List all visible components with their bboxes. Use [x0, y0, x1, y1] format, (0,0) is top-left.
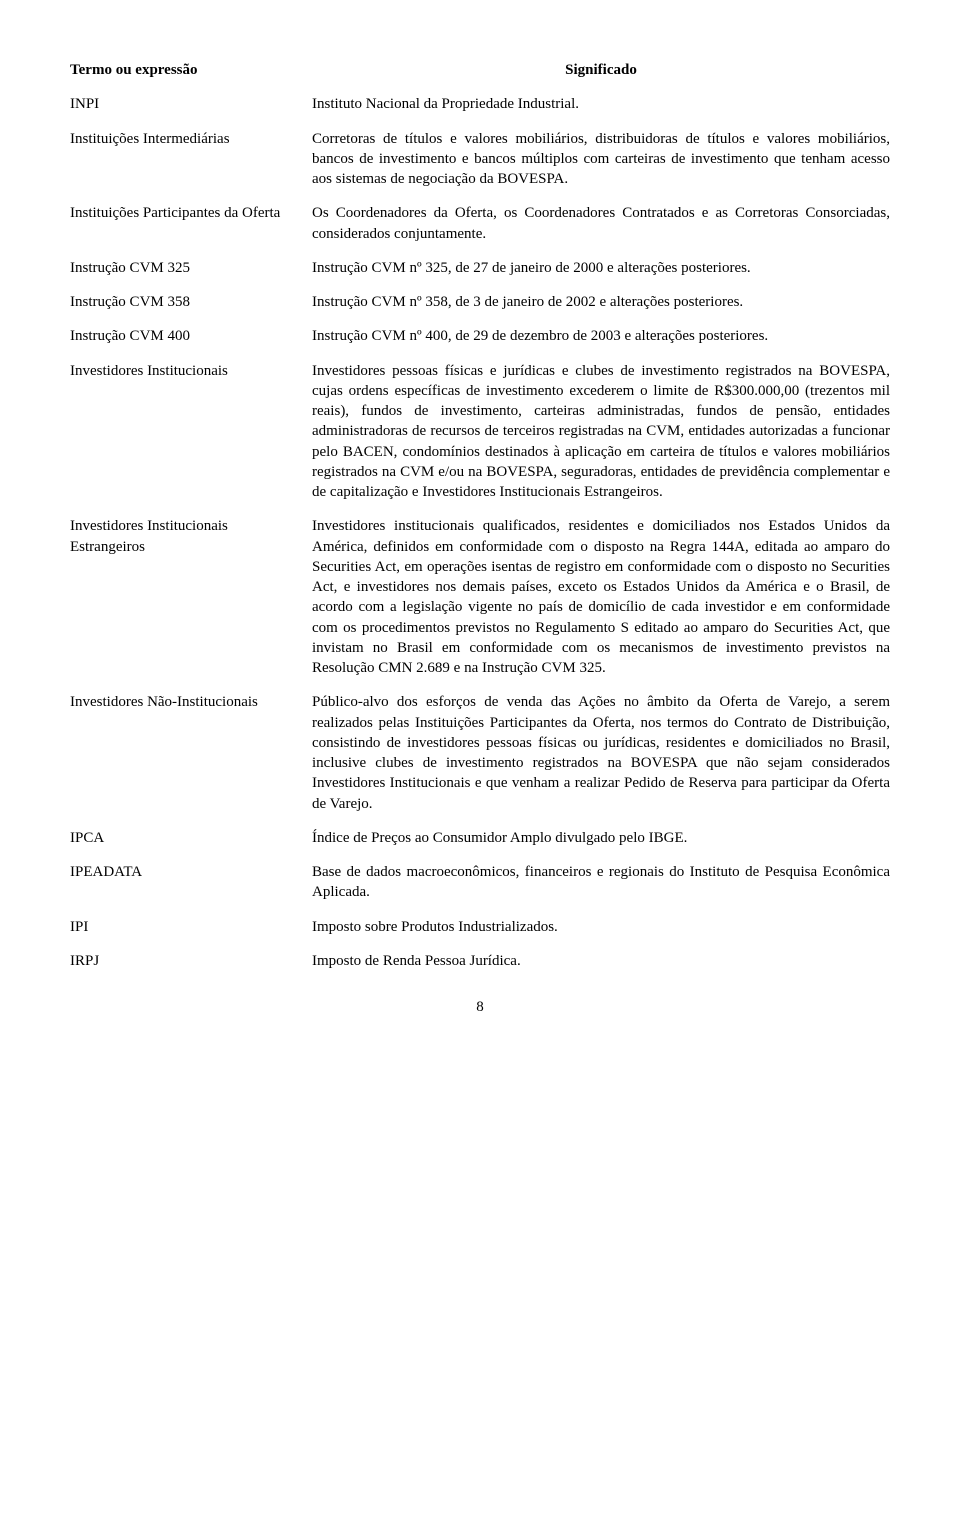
definition: Público-alvo dos esforços de venda das A…	[312, 692, 890, 814]
definition-row: Instrução CVM 358Instrução CVM nº 358, d…	[70, 292, 890, 312]
definition-row: Investidores Institucionais Estrangeiros…	[70, 516, 890, 678]
definition-row: Instrução CVM 400Instrução CVM nº 400, d…	[70, 326, 890, 346]
page-number: 8	[70, 997, 890, 1017]
definition: Os Coordenadores da Oferta, os Coordenad…	[312, 203, 890, 244]
definition: Investidores pessoas físicas e jurídicas…	[312, 361, 890, 503]
definition-row: Investidores Não-InstitucionaisPúblico-a…	[70, 692, 890, 814]
definition: Instrução CVM nº 400, de 29 de dezembro …	[312, 326, 890, 346]
definition: Instrução CVM nº 358, de 3 de janeiro de…	[312, 292, 890, 312]
definition-row: INPIInstituto Nacional da Propriedade In…	[70, 94, 890, 114]
term: INPI	[70, 94, 312, 114]
definition-row: IRPJImposto de Renda Pessoa Jurídica.	[70, 951, 890, 971]
term: IPI	[70, 917, 312, 937]
term: Instrução CVM 325	[70, 258, 312, 278]
definition: Índice de Preços ao Consumidor Amplo div…	[312, 828, 890, 848]
term: Investidores Não-Institucionais	[70, 692, 312, 712]
definition-row: IPCAÍndice de Preços ao Consumidor Amplo…	[70, 828, 890, 848]
definition: Investidores institucionais qualificados…	[312, 516, 890, 678]
header-left: Termo ou expressão	[70, 60, 312, 80]
definition-row: IPIImposto sobre Produtos Industrializad…	[70, 917, 890, 937]
term: Instituições Intermediárias	[70, 129, 312, 149]
definition: Instrução CVM nº 325, de 27 de janeiro d…	[312, 258, 890, 278]
header-row: Termo ou expressão Significado	[70, 60, 890, 80]
definition-row: Instrução CVM 325Instrução CVM nº 325, d…	[70, 258, 890, 278]
definition-row: IPEADATABase de dados macroeconômicos, f…	[70, 862, 890, 903]
header-right: Significado	[312, 60, 890, 80]
definition: Base de dados macroeconômicos, financeir…	[312, 862, 890, 903]
term: Investidores Institucionais	[70, 361, 312, 381]
definition-row: Instituições IntermediáriasCorretoras de…	[70, 129, 890, 190]
term: IRPJ	[70, 951, 312, 971]
definition: Instituto Nacional da Propriedade Indust…	[312, 94, 890, 114]
term: Instrução CVM 358	[70, 292, 312, 312]
term: Investidores Institucionais Estrangeiros	[70, 516, 312, 557]
definition: Imposto sobre Produtos Industrializados.	[312, 917, 890, 937]
term: IPCA	[70, 828, 312, 848]
term: Instrução CVM 400	[70, 326, 312, 346]
definition: Corretoras de títulos e valores mobiliár…	[312, 129, 890, 190]
term: Instituições Participantes da Oferta	[70, 203, 312, 223]
definition-row: Instituições Participantes da OfertaOs C…	[70, 203, 890, 244]
term: IPEADATA	[70, 862, 312, 882]
definitions-container: INPIInstituto Nacional da Propriedade In…	[70, 94, 890, 971]
definition: Imposto de Renda Pessoa Jurídica.	[312, 951, 890, 971]
definition-row: Investidores InstitucionaisInvestidores …	[70, 361, 890, 503]
